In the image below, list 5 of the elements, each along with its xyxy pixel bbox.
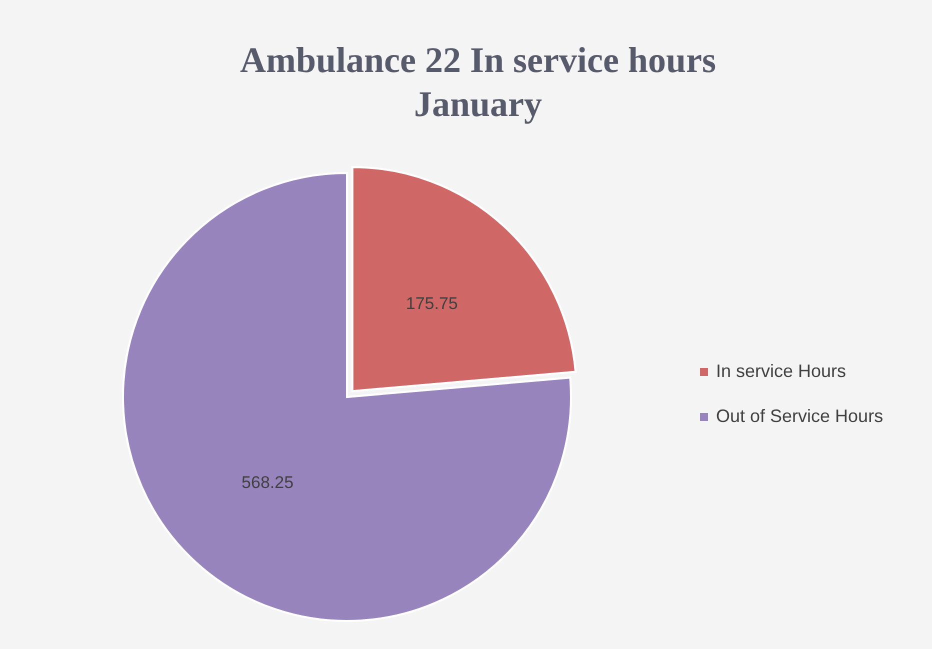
chart-title: Ambulance 22 In service hours January [240, 40, 716, 124]
data-label: 568.25 [242, 473, 294, 492]
legend-label: In service Hours [716, 360, 846, 381]
data-label: 175.75 [406, 294, 458, 313]
legend-label: Out of Service Hours [716, 406, 884, 426]
